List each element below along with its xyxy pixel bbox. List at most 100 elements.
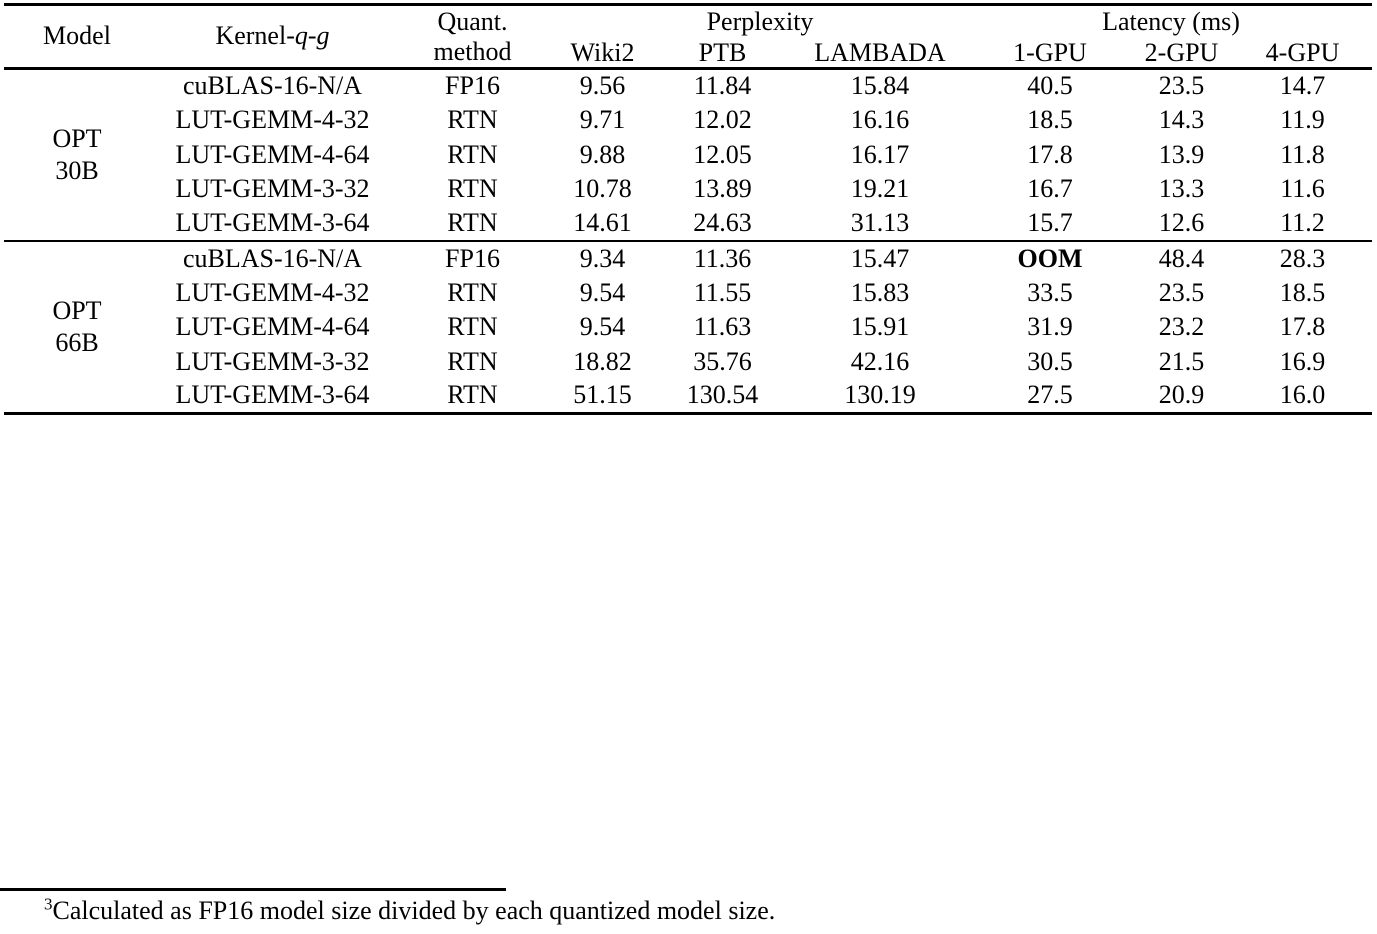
table-row: LUT-GEMM-3-64 RTN 14.61 24.63 31.13 15.7… — [4, 207, 1372, 242]
cell-quant: FP16 — [445, 71, 500, 101]
cell-2gpu: 21.5 — [1158, 346, 1205, 376]
section-opt-66b: OPT 66B cuBLAS-16-N/A FP16 9.34 11.36 15… — [4, 241, 1373, 414]
cell-kernel: LUT-GEMM-4-64 — [175, 312, 370, 342]
cell-2gpu: 23.2 — [1158, 312, 1205, 342]
cell-1gpu: 30.5 — [1027, 346, 1073, 376]
cell-lambada: 15.47 — [850, 243, 910, 273]
cell-4gpu: 18.5 — [1279, 277, 1326, 307]
cell-kernel: LUT-GEMM-3-64 — [175, 380, 370, 410]
cell-1gpu: 31.9 — [1027, 312, 1073, 342]
cell-2gpu: 23.5 — [1158, 277, 1205, 307]
table-row: OPT 30B cuBLAS-16-N/A FP16 9.56 11.84 15… — [4, 69, 1372, 185]
cell-4gpu: 28.3 — [1279, 243, 1326, 273]
cell-lambada: 16.16 — [850, 105, 910, 135]
kernel-label-sep: - — [307, 21, 317, 51]
table-row: LUT-GEMM-3-64 RTN 51.15 130.54 130.19 27… — [4, 379, 1372, 414]
cell-quant: RTN — [447, 277, 498, 307]
cell-wiki2: 9.34 — [579, 243, 626, 273]
table-row: LUT-GEMM-4-64 RTN 9.54 11.63 15.91 31.9 … — [4, 310, 1372, 345]
cell-lambada: 15.91 — [850, 312, 910, 342]
cell-kernel: cuBLAS-16-N/A — [182, 71, 363, 101]
group-header-perplexity: Perplexity — [706, 6, 814, 36]
footnote-separator-rule — [0, 888, 506, 891]
col-header-model: Model — [43, 21, 111, 51]
cell-quant: RTN — [447, 312, 498, 342]
cell-kernel: cuBLAS-16-N/A — [182, 243, 363, 273]
cell-2gpu: 13.9 — [1158, 139, 1205, 169]
model-label-opt-66b: OPT 66B — [4, 241, 150, 414]
cell-2gpu: 48.4 — [1158, 243, 1205, 273]
kernel-label-q: q — [294, 21, 308, 51]
cell-quant: RTN — [447, 105, 498, 135]
header-group-row: Model Kernel-q-g Quant. method Perplexit… — [4, 5, 1372, 66]
cell-4gpu: 11.2 — [1280, 208, 1325, 238]
cell-quant: RTN — [447, 346, 498, 376]
quant-header-line1: Quant. — [437, 6, 508, 36]
cell-1gpu: 16.7 — [1027, 174, 1073, 204]
cell-kernel: LUT-GEMM-3-64 — [175, 208, 370, 238]
cell-lambada: 16.17 — [850, 139, 910, 169]
cell-ptb: 130.54 — [686, 380, 759, 410]
footnote-text: Calculated as FP16 model size divided by… — [52, 896, 776, 925]
cell-1gpu: 27.5 — [1027, 380, 1073, 410]
cell-4gpu: 11.8 — [1280, 139, 1325, 169]
cell-4gpu: 16.9 — [1279, 346, 1326, 376]
cell-2gpu: 23.5 — [1158, 71, 1205, 101]
footnote-marker: 3 — [44, 894, 53, 914]
cell-kernel: LUT-GEMM-3-32 — [175, 346, 370, 376]
cell-wiki2: 18.82 — [573, 346, 632, 376]
model-label-line2: 30B — [55, 156, 99, 186]
cell-4gpu: 17.8 — [1279, 312, 1326, 342]
kernel-label-g: g — [316, 21, 330, 51]
cell-ptb: 12.02 — [693, 105, 752, 135]
col-header-wiki2: Wiki2 — [570, 38, 635, 67]
cell-quant: RTN — [447, 139, 498, 169]
cell-wiki2: 51.15 — [573, 380, 632, 410]
cell-kernel: LUT-GEMM-4-32 — [175, 277, 370, 307]
cell-ptb: 13.89 — [693, 174, 752, 204]
model-label-opt-30b: OPT 30B — [4, 69, 150, 242]
col-header-2gpu: 2-GPU — [1144, 38, 1219, 67]
table-row: LUT-GEMM-4-64 RTN 9.88 12.05 16.17 17.8 … — [4, 138, 1372, 173]
cell-2gpu: 14.3 — [1158, 105, 1205, 135]
col-header-4gpu: 4-GPU — [1265, 38, 1340, 67]
cell-wiki2: 9.54 — [579, 277, 626, 307]
cell-2gpu: 13.3 — [1158, 174, 1205, 204]
section-opt-30b: OPT 30B cuBLAS-16-N/A FP16 9.56 11.84 15… — [4, 69, 1372, 242]
cell-ptb: 11.84 — [693, 71, 752, 101]
cell-ptb: 11.55 — [693, 277, 752, 307]
table-header: Model Kernel-q-g Quant. method Perplexit… — [4, 5, 1373, 69]
cell-kernel: LUT-GEMM-4-64 — [175, 139, 370, 169]
cell-quant: RTN — [447, 174, 498, 204]
col-header-1gpu: 1-GPU — [1013, 38, 1087, 67]
cell-lambada: 15.84 — [850, 71, 910, 101]
footnote: 3Calculated as FP16 model size divided b… — [44, 894, 775, 928]
table-row: LUT-GEMM-3-32 RTN 10.78 13.89 19.21 16.7… — [4, 172, 1372, 207]
results-table: Model Kernel-q-g Quant. method Perplexit… — [4, 3, 1373, 416]
cell-wiki2: 10.78 — [573, 174, 632, 204]
cell-wiki2: 14.61 — [573, 208, 632, 238]
cell-4gpu: 11.9 — [1280, 105, 1325, 135]
col-header-lambada: LAMBADA — [814, 38, 946, 67]
cell-wiki2: 9.88 — [579, 139, 626, 169]
cell-wiki2: 9.71 — [579, 105, 626, 135]
cell-ptb: 11.63 — [693, 312, 752, 342]
cell-wiki2: 9.54 — [579, 312, 626, 342]
table-row: LUT-GEMM-4-32 RTN 9.71 12.02 16.16 18.5 … — [4, 103, 1372, 138]
cell-ptb: 11.36 — [693, 243, 752, 273]
cell-kernel: LUT-GEMM-4-32 — [175, 105, 370, 135]
cell-kernel: LUT-GEMM-3-32 — [175, 174, 370, 204]
group-header-latency: Latency (ms) — [1102, 6, 1240, 36]
cell-wiki2: 9.56 — [579, 71, 626, 101]
cell-1gpu: 17.8 — [1027, 139, 1073, 169]
cell-lambada: 42.16 — [850, 346, 910, 376]
header-cols-row: Wiki2 PTB LAMBADA 1-GPU 2-GPU 4-GPU — [4, 39, 1372, 69]
cell-2gpu: 12.6 — [1158, 208, 1205, 238]
quant-header-line2: method — [433, 36, 512, 66]
cell-ptb: 24.63 — [693, 208, 752, 238]
cell-ptb: 12.05 — [693, 139, 752, 169]
col-header-quant-method: Quant. method — [395, 5, 550, 69]
col-header-ptb: PTB — [698, 38, 747, 67]
cell-2gpu: 20.9 — [1158, 380, 1205, 410]
